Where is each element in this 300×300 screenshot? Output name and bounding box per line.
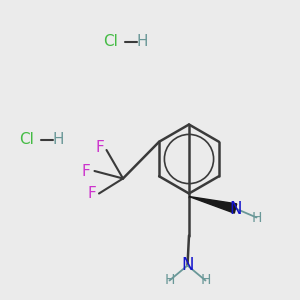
Text: H: H bbox=[251, 211, 262, 224]
Text: N: N bbox=[181, 256, 194, 274]
Text: N: N bbox=[229, 200, 242, 217]
Text: Cl: Cl bbox=[20, 132, 34, 147]
Text: Cl: Cl bbox=[103, 34, 118, 50]
Text: H: H bbox=[53, 132, 64, 147]
Text: F: F bbox=[82, 164, 91, 178]
Text: H: H bbox=[164, 274, 175, 287]
Text: H: H bbox=[200, 274, 211, 287]
Text: F: F bbox=[87, 186, 96, 201]
Polygon shape bbox=[189, 196, 237, 213]
Text: H: H bbox=[137, 34, 148, 50]
Text: F: F bbox=[95, 140, 104, 154]
